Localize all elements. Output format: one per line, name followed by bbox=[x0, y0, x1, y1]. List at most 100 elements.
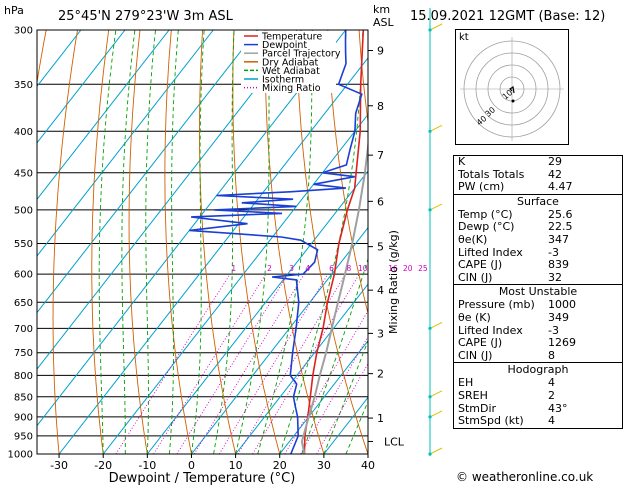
isotherm-line bbox=[37, 30, 302, 370]
dry-adiabat-line bbox=[91, 30, 110, 454]
plot-frame bbox=[36, 29, 369, 455]
mixing-ratio-line bbox=[153, 273, 267, 454]
isotherm-line bbox=[37, 30, 347, 427]
isotherm-line bbox=[37, 30, 214, 257]
legend-entry: Temperature bbox=[261, 32, 322, 43]
wet-adiabat-line bbox=[257, 30, 313, 454]
dry-adiabat-line bbox=[296, 30, 368, 454]
x-tick-label: 10 bbox=[229, 459, 243, 472]
surface-value: 347 bbox=[548, 232, 569, 246]
location-title: 25°45'N 279°23'W 3m ASL bbox=[58, 9, 234, 24]
most-unstable-row: Lifted Index -3 bbox=[454, 323, 622, 338]
hodograph-index-row: StmSpd (kt) 4 bbox=[454, 414, 622, 428]
surface-value: 839 bbox=[548, 258, 569, 272]
mixing-ratio-label: 8 bbox=[347, 264, 352, 273]
credit-text: © weatheronline.co.uk bbox=[456, 470, 594, 484]
wind-barb-dot bbox=[428, 395, 432, 399]
pressure-tick-label: 950 bbox=[14, 431, 33, 442]
surface-title: Surface bbox=[517, 194, 559, 208]
dry-adiabat-line bbox=[199, 30, 237, 454]
legend-entry: Dewpoint bbox=[262, 40, 307, 51]
y2-axis-label: Mixing Ratio (g/kg) bbox=[387, 230, 400, 334]
hodograph-index-value: 2 bbox=[548, 388, 555, 402]
skewt-grid bbox=[37, 30, 368, 454]
x-tick-label: -30 bbox=[50, 459, 68, 472]
pressure-tick-label: 300 bbox=[14, 26, 33, 37]
index-label: K bbox=[458, 155, 466, 168]
index-label: PW (cm) bbox=[458, 180, 505, 194]
surface-row: Lifted Index -3 bbox=[454, 245, 622, 260]
index-row: PW (cm) 4.47 bbox=[454, 181, 622, 194]
isotherm-line bbox=[37, 30, 126, 144]
mixing-ratio-line bbox=[316, 362, 368, 454]
surface-label: Lifted Index bbox=[458, 245, 523, 259]
index-label: Totals Totals bbox=[458, 167, 525, 181]
indices-hodograph: Hodograph EH 4 SREH 2 StmDir 43° StmSpd (kt) 4 bbox=[453, 362, 623, 429]
hodograph-index-value: 4 bbox=[548, 376, 555, 390]
wet-adiabat-line bbox=[213, 30, 235, 454]
pressure-tick-label: 550 bbox=[14, 239, 33, 250]
parcel-trajectory-line bbox=[300, 138, 368, 454]
surface-value: 32 bbox=[548, 270, 562, 284]
mixing-ratio-label: 10 bbox=[358, 264, 368, 273]
hodograph-index-label: SREH bbox=[458, 388, 488, 402]
pressure-tick-label: 650 bbox=[14, 298, 33, 309]
km-tick-label: 1 bbox=[377, 412, 384, 425]
legend-entry: Mixing Ratio bbox=[262, 83, 321, 94]
pressure-tick-label: 900 bbox=[14, 412, 33, 423]
km-tick-label: 5 bbox=[377, 241, 384, 254]
dry-adiabat-line bbox=[37, 30, 47, 86]
isotherm-line bbox=[235, 283, 368, 454]
km-tick-label: 6 bbox=[377, 195, 384, 208]
temperature-line bbox=[303, 30, 365, 454]
index-value: 29 bbox=[548, 155, 562, 168]
wet-adiabat-line bbox=[191, 30, 205, 454]
wind-barb bbox=[429, 390, 443, 398]
surface-label: Dewp (°C) bbox=[458, 220, 515, 234]
x-tick-label: 40 bbox=[361, 459, 375, 472]
most-unstable-label: Lifted Index bbox=[458, 323, 523, 337]
mixing-ratio-label: 1 bbox=[231, 264, 236, 273]
hodograph-index-value: 43° bbox=[548, 401, 568, 415]
skewt-axes: 3003504004505005506006507007508008509009… bbox=[8, 26, 405, 473]
surface-row: θe(K) 347 bbox=[454, 232, 622, 247]
indices-most-unstable: Most Unstable Pressure (mb) 1000 θe (K) 349 L… bbox=[453, 284, 623, 363]
pressure-tick-label: 350 bbox=[14, 80, 33, 91]
x-tick-label: 20 bbox=[273, 459, 287, 472]
most-unstable-title: Most Unstable bbox=[498, 285, 578, 299]
wind-profile bbox=[428, 8, 443, 456]
indices-basic: K 29 Totals Totals 42 PW (cm) 4.47 bbox=[453, 155, 623, 194]
pressure-tick-label: 850 bbox=[14, 392, 33, 403]
surface-row: CAPE (J) 839 bbox=[454, 259, 622, 272]
x-tick-label: -10 bbox=[138, 459, 156, 472]
wind-barb-dot bbox=[428, 129, 432, 133]
most-unstable-label: CAPE (J) bbox=[458, 336, 503, 350]
mixing-ratio-label: 6 bbox=[329, 264, 334, 273]
lcl-label: LCL bbox=[384, 435, 405, 448]
pressure-tick-label: 400 bbox=[14, 127, 33, 138]
mixing-ratio-labels: 1 2 3 4 6 8 10 16 20 25 bbox=[231, 264, 427, 273]
surface-label: CAPE (J) bbox=[458, 258, 503, 272]
hodograph-index-row: StmDir 43° bbox=[454, 401, 622, 416]
wind-barb bbox=[429, 410, 443, 418]
wind-barb bbox=[429, 321, 443, 329]
x-tick-label: 0 bbox=[188, 459, 195, 472]
most-unstable-value: 8 bbox=[548, 348, 555, 362]
most-unstable-label: CIN (J) bbox=[458, 348, 493, 362]
hodograph-index-value: 4 bbox=[548, 414, 555, 428]
most-unstable-value: 349 bbox=[548, 310, 569, 324]
surface-value: 22.5 bbox=[548, 220, 573, 234]
km-tick-label: 3 bbox=[377, 327, 384, 340]
x-tick-label: 30 bbox=[317, 459, 331, 472]
index-row: K 29 bbox=[454, 155, 622, 169]
index-value: 4.47 bbox=[548, 180, 573, 194]
hodograph-index-title: Hodograph bbox=[507, 363, 569, 377]
mixing-ratio-label: 20 bbox=[403, 264, 413, 273]
pressure-tick-label: 750 bbox=[14, 348, 33, 359]
surface-value: -3 bbox=[548, 245, 559, 259]
most-unstable-label: θe (K) bbox=[458, 310, 491, 324]
km-tick-label: 4 bbox=[377, 284, 384, 297]
wind-barb bbox=[429, 447, 443, 455]
surface-row: Temp (°C) 25.6 bbox=[454, 208, 622, 222]
wind-barb bbox=[429, 23, 443, 31]
